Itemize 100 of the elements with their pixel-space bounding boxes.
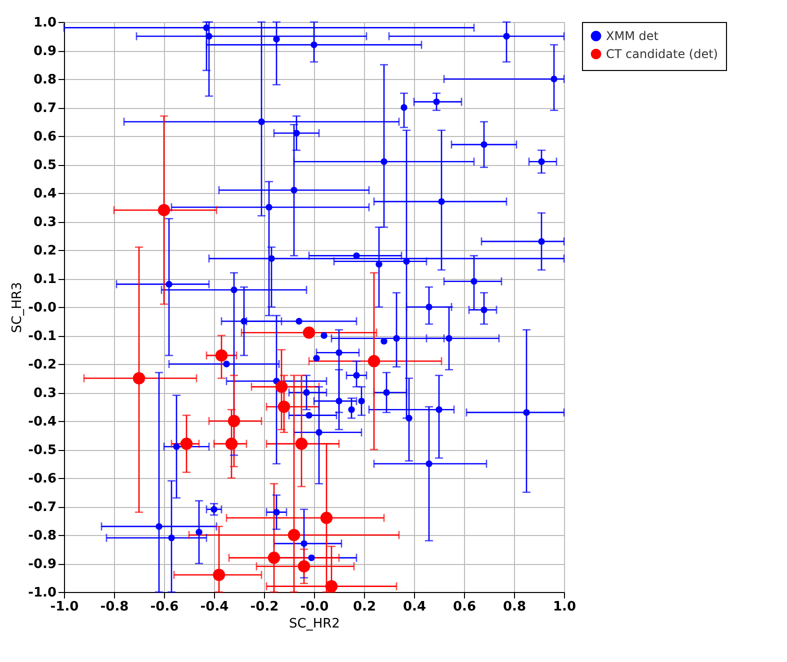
point: [353, 372, 360, 379]
x-tick-label: -0.8: [100, 600, 129, 614]
x-tick-label: 0.2: [352, 600, 376, 614]
x-tick-label: -0.4: [200, 600, 229, 614]
point: [406, 414, 412, 422]
legend-label: CT candidate (det): [606, 47, 718, 61]
y-tick-label: -0.5: [28, 443, 56, 458]
point: [400, 104, 408, 111]
point: [158, 204, 170, 216]
point: [325, 580, 338, 592]
x-tick-label: 0.4: [402, 600, 426, 614]
point: [258, 118, 265, 126]
y-tick-label: -0.6: [28, 472, 56, 486]
point: [438, 198, 445, 205]
point: [230, 286, 238, 294]
y-tick-label: -0.4: [28, 414, 56, 430]
point: [358, 398, 365, 404]
y-tick-label: 0.9: [33, 44, 56, 59]
y-tick-label: -0.0: [28, 300, 56, 316]
point: [313, 354, 320, 362]
point: [278, 400, 290, 413]
legend-label: XMM det: [606, 29, 659, 43]
y-tick-label: 0.1: [33, 272, 56, 287]
point: [173, 443, 180, 450]
x-axis-title: SC_HR2: [289, 616, 340, 632]
x-tick-label: -0.0: [300, 600, 329, 614]
point: [166, 280, 172, 288]
y-tick-label: -0.8: [28, 528, 56, 544]
point: [266, 204, 272, 211]
y-tick-label: 0.5: [33, 158, 56, 173]
point: [293, 130, 300, 136]
point: [368, 355, 380, 368]
point: [523, 409, 530, 416]
point: [288, 528, 300, 542]
point: [308, 554, 315, 562]
point: [316, 429, 322, 436]
point: [470, 278, 478, 285]
point: [383, 389, 390, 396]
y-axis-title: SC_HR3: [10, 282, 26, 333]
y-tick-label: 0.8: [33, 72, 56, 88]
point: [206, 32, 212, 40]
x-tick-label: 1.0: [552, 600, 576, 614]
point: [436, 406, 442, 413]
point: [306, 412, 312, 419]
point: [296, 318, 302, 325]
x-tick-label: -0.2: [250, 600, 279, 614]
point: [268, 255, 275, 262]
point: [538, 238, 545, 245]
point: [298, 560, 310, 572]
point: [320, 512, 333, 524]
point: [273, 508, 280, 516]
point: [295, 438, 308, 450]
point: [446, 335, 452, 342]
y-tick-label: 0.6: [33, 130, 56, 144]
point: [538, 158, 545, 165]
point: [380, 158, 388, 165]
y-tick-label: -0.2: [28, 358, 56, 372]
point: [300, 540, 308, 547]
y-tick-label: -1.0: [28, 586, 56, 600]
y-tick-label: 1.0: [33, 16, 56, 30]
point: [550, 76, 558, 82]
point: [228, 414, 240, 428]
point: [426, 460, 432, 468]
x-tick-label: -0.6: [150, 600, 179, 614]
y-tick-label: 0.3: [33, 215, 56, 230]
point: [196, 528, 202, 536]
point: [210, 506, 218, 513]
point: [240, 318, 248, 325]
x-tick-label: -1.0: [50, 600, 79, 614]
y-tick-label: -0.1: [28, 329, 56, 344]
point: [156, 523, 162, 530]
point: [203, 24, 210, 32]
point: [268, 552, 280, 564]
y-tick-label: 0.3: [33, 386, 56, 401]
point: [215, 349, 228, 362]
point: [336, 349, 342, 356]
point: [223, 360, 230, 368]
x-tick-label: 0.8: [502, 600, 526, 614]
y-tick-label: 0.4: [33, 186, 56, 202]
point: [302, 326, 316, 339]
y-tick-label: -0.7: [28, 500, 56, 515]
point: [480, 141, 488, 148]
point: [433, 98, 440, 106]
point: [273, 36, 280, 42]
point: [393, 335, 400, 342]
point: [225, 438, 238, 450]
x-tick-label: 0.6: [452, 600, 476, 614]
point: [180, 438, 193, 450]
point: [290, 186, 298, 194]
point: [275, 380, 288, 393]
point: [380, 338, 388, 345]
y-tick-label: -0.9: [28, 557, 56, 572]
point: [426, 304, 432, 310]
point: [310, 41, 318, 48]
point: [212, 568, 226, 582]
point: [403, 258, 410, 265]
point: [336, 398, 342, 404]
point: [320, 332, 328, 339]
y-tick-label: 0.2: [33, 244, 56, 258]
point: [303, 389, 310, 396]
